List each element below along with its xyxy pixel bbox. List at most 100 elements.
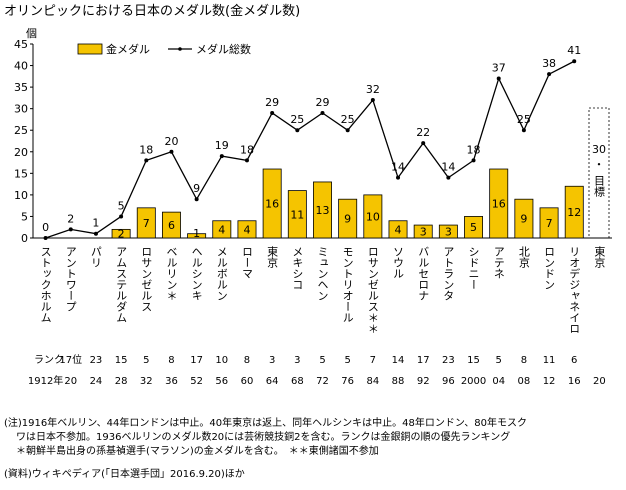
year-label: 72 — [316, 376, 329, 387]
total-point-label: 1 — [92, 217, 99, 230]
gold-bar-label: 7 — [143, 217, 150, 230]
rank-value: 8 — [521, 355, 527, 366]
target-dot: ・ — [594, 158, 605, 171]
total-point-label: 25 — [517, 113, 531, 126]
gold-bar — [338, 198, 358, 239]
total-point-label: 22 — [416, 126, 430, 139]
rank-value: 3 — [294, 355, 300, 366]
x-category-label: アトランタ — [442, 246, 455, 301]
x-category-label: 東京 — [593, 246, 606, 269]
x-category-label: ローマ — [240, 246, 253, 279]
rank-value: 8 — [244, 355, 250, 366]
year-label: 20 — [593, 376, 606, 387]
gold-bar — [489, 168, 509, 239]
x-category-label: ソウル — [392, 246, 405, 279]
total-point — [169, 149, 174, 154]
year-label: 84 — [366, 376, 379, 387]
y-tick-label: 20 — [14, 146, 28, 159]
legend-gold-swatch — [77, 43, 103, 55]
note-line-2: ワは日本不参加。1936ベルリンのメダル数20には芸術競技銅2を含む。ランクは金… — [16, 432, 511, 443]
gold-bar-label: 10 — [366, 210, 380, 223]
x-category-label: ロサンゼルス — [140, 246, 153, 312]
rank-value: 8 — [168, 355, 174, 366]
gold-bar-label: 5 — [470, 221, 477, 234]
total-point — [521, 128, 526, 133]
medal-chart: オリンピックにおける日本のメダル数(金メダル数) 個 0510152025303… — [4, 3, 612, 387]
rank-value: 17 — [417, 355, 430, 366]
y-tick-label: 0 — [21, 232, 28, 245]
rank-value: 15 — [467, 355, 480, 366]
x-category-label: アテネ — [492, 246, 505, 279]
y-axis-unit: 個 — [26, 27, 37, 40]
gold-bar-label: 4 — [218, 223, 225, 236]
gold-bar-label: 12 — [567, 206, 581, 219]
y-tick-label: 45 — [14, 38, 28, 51]
total-point-label: 2 — [67, 212, 74, 225]
x-axis-labels: ストックホルム 1912年 アントワープ 17位 20 パリ 23 24 アムステルダム 15 28… — [28, 246, 606, 387]
year-label: 96 — [442, 376, 455, 387]
x-category-label: ミュンヘン — [316, 246, 329, 301]
x-category-label: メルボルン — [215, 246, 228, 301]
x-category-label: 北京 — [517, 246, 530, 269]
x-category-label: メキシコ — [291, 246, 304, 290]
total-point-label: 5 — [118, 199, 125, 212]
gold-bar — [413, 224, 433, 239]
rank-label: ランク — [34, 354, 64, 366]
total-point-label: 25 — [290, 113, 304, 126]
total-point — [396, 175, 401, 180]
year-label: 88 — [392, 376, 405, 387]
gold-bar-label: 11 — [290, 208, 304, 221]
rank-value: 6 — [571, 355, 577, 366]
total-point-label: 18 — [467, 143, 481, 156]
y-tick-label: 40 — [14, 60, 28, 73]
rank-value: 5 — [496, 355, 502, 366]
total-point-label: 18 — [240, 143, 254, 156]
year-label: 36 — [165, 376, 178, 387]
x-category-label: ストックホルム — [39, 246, 52, 323]
gold-bars: 2 7 6 1 4 4 16 11 13 9 10 4 3 3 5 16 9 7 12 — [111, 168, 584, 241]
total-point-label: 38 — [542, 57, 556, 70]
year-label: 60 — [241, 376, 254, 387]
year-label: 04 — [492, 376, 505, 387]
gold-bar — [514, 198, 534, 239]
x-category-label: バルセロナ — [417, 246, 430, 301]
total-point-label: 18 — [139, 143, 153, 156]
gold-bar — [313, 181, 332, 239]
gold-bar-label: 3 — [420, 226, 427, 239]
gold-bar-label: 9 — [520, 213, 527, 226]
gold-bar — [438, 224, 458, 239]
gold-bar-label: 16 — [492, 198, 506, 211]
gold-bar — [262, 168, 282, 239]
rank-value: 3 — [269, 355, 275, 366]
gold-bar — [388, 220, 408, 239]
year-label: 28 — [115, 376, 128, 387]
rank-value: 5 — [344, 355, 350, 366]
year-label: 56 — [215, 376, 228, 387]
source-note: (資料)ウィキペディア(「日本選手団」2016.9.20)ほか — [4, 469, 245, 480]
gold-bar — [287, 190, 307, 239]
gold-bar-label: 13 — [316, 204, 330, 217]
x-category-label: リオデジャネイロ — [568, 246, 581, 334]
total-point-label: 41 — [567, 44, 581, 57]
x-category-label: アムステルダム — [115, 246, 128, 323]
year-label: 20 — [64, 376, 77, 387]
rank-value: 7 — [370, 355, 376, 366]
y-tick-label: 25 — [14, 124, 28, 137]
rank-value: 23 — [442, 355, 455, 366]
total-point — [572, 59, 577, 64]
total-point — [345, 128, 350, 133]
gold-bar — [564, 185, 584, 239]
total-point — [219, 154, 224, 159]
total-point-label: 14 — [441, 161, 455, 174]
gold-bar — [111, 228, 131, 239]
total-point — [295, 128, 300, 133]
note-line-3: ＊朝鮮半島出身の孫基禎選手(マラソン)の金メダルを含む。 ＊＊東側諸国不参加 — [16, 446, 379, 457]
total-point — [43, 236, 48, 240]
rank-value: 10 — [215, 355, 228, 366]
target-value: 30 — [592, 143, 606, 156]
total-point — [68, 227, 73, 232]
gold-bar-label: 3 — [445, 226, 452, 239]
year-label: 76 — [341, 376, 354, 387]
total-point — [421, 141, 426, 146]
gold-bar-label: 16 — [265, 198, 279, 211]
